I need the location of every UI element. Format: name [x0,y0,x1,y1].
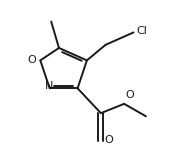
Text: O: O [104,134,113,145]
Text: N: N [45,81,53,91]
Text: Cl: Cl [137,26,147,36]
Text: O: O [28,55,36,65]
Text: O: O [125,90,134,100]
